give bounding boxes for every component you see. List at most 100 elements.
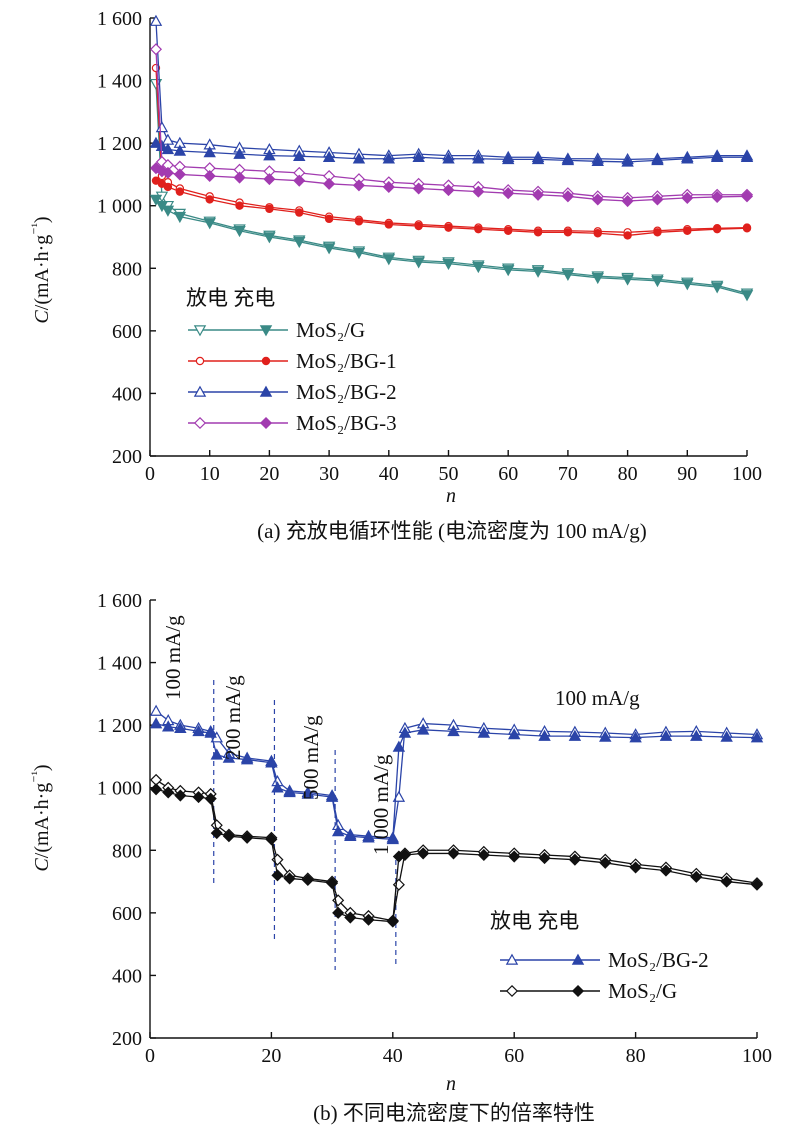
chart-b-x-tick-label: 80 xyxy=(626,1045,646,1067)
chart-a-y-tick-label: 1 600 xyxy=(97,8,142,30)
chart-b-data-point xyxy=(392,790,406,802)
chart-a-data-point xyxy=(263,173,276,186)
chart-a-y-tick-label: 1 000 xyxy=(97,196,142,218)
chart-b-data-point xyxy=(568,729,582,741)
chart-b-data-point xyxy=(332,906,345,919)
chart-a-data-point xyxy=(532,188,545,201)
chart-b-legend-header: 放电 充电 xyxy=(490,909,579,933)
chart-a-data-point xyxy=(742,224,752,233)
chart-a-data-point xyxy=(233,225,246,238)
chart-b-axes: 200 400 600 800 1 000 1 200 1 400 1 600 0 20 40 60 8… xyxy=(97,590,772,1067)
chart-a-data-point xyxy=(155,121,169,133)
chart-a-x-tick-label: 40 xyxy=(379,463,399,485)
chart-a-data-point xyxy=(472,185,485,198)
chart-b-rate-label: 1 000 mA/g xyxy=(369,754,393,855)
chart-a-data-point xyxy=(593,229,602,238)
chart-b-data-point xyxy=(629,861,642,874)
chart-a-x-tick-label: 20 xyxy=(259,463,279,485)
chart-b-data-point xyxy=(271,781,284,793)
chart-b-data-point xyxy=(720,730,733,742)
chart-a-data-point xyxy=(442,152,455,164)
chart-b-data-point xyxy=(398,726,412,738)
chart-a-data-point xyxy=(683,226,692,235)
chart-a-data-point xyxy=(295,208,304,217)
chart-a-data-point xyxy=(591,193,604,206)
chart-a-data-point xyxy=(203,146,216,158)
chart-b-data-point xyxy=(240,753,254,765)
chart-b-rate-labels: 100 mA/g 200 mA/g 500 mA/g 1 000 mA/g 100 mA… xyxy=(161,615,640,855)
chart-b-data-point xyxy=(344,829,357,841)
chart-b-data-point xyxy=(659,729,673,741)
chart-a-data-point xyxy=(533,228,543,237)
chart-b-x-tick-label: 100 xyxy=(742,1045,772,1067)
chart-b-data-point xyxy=(507,728,521,740)
chart-b-data-point xyxy=(477,726,491,738)
chart-a-x-tick-label: 90 xyxy=(677,463,697,485)
chart-b-data-point xyxy=(265,833,278,846)
chart-a-data-point xyxy=(561,153,575,166)
chart-b-data-point xyxy=(271,869,284,882)
chart-b-rate-label: 500 mA/g xyxy=(299,715,323,800)
chart-a-data-point xyxy=(472,152,485,164)
chart-a-data-point xyxy=(175,187,185,196)
chart-a-legend-label: MoS₂/G xyxy=(296,318,365,342)
chart-a-series-line xyxy=(155,21,747,161)
chart-b-legend: MoS₂/BG-2 MoS₂/G xyxy=(500,948,709,1003)
chart-a-x-tick-label: 100 xyxy=(732,463,762,485)
chart-b-y-tick-label: 1 600 xyxy=(97,590,142,612)
chart-a-data-point xyxy=(740,290,754,302)
chart-a-data-point xyxy=(161,166,174,179)
chart-a-data-point xyxy=(161,205,175,217)
chart-b-y-tick-label: 1 400 xyxy=(97,653,142,675)
chart-b-data-point xyxy=(265,756,278,768)
chart-b-data-point xyxy=(690,729,703,741)
chart-b-data-point xyxy=(477,848,490,862)
chart-a-data-point xyxy=(149,136,163,148)
chart-b-data-point xyxy=(538,729,551,741)
chart-b-data-point xyxy=(362,831,375,843)
chart-a-data-point xyxy=(414,221,423,231)
chart-a-data-point xyxy=(501,152,515,165)
chart-a-data-point xyxy=(149,43,163,56)
chart-a-data-point xyxy=(740,150,754,162)
chart-a-data-point xyxy=(472,261,485,274)
chart-b-data-point xyxy=(174,721,187,734)
chart-a-data-point xyxy=(352,179,365,192)
chart-b-y-tick-label: 800 xyxy=(112,840,142,862)
chart-a-data-point xyxy=(711,190,724,204)
chart-a-series-line xyxy=(155,49,747,199)
chart-a-data-point xyxy=(710,150,724,162)
chart-a-data-point xyxy=(382,152,396,164)
chart-b-y-tick-label: 600 xyxy=(112,903,142,925)
chart-b-data-point xyxy=(416,723,430,735)
chart-b-data-point xyxy=(149,717,163,729)
chart-a-data-point xyxy=(203,169,216,183)
chart-a-legend-label: MoS₂/BG-2 xyxy=(296,380,397,404)
chart-b-data-point xyxy=(204,726,217,738)
chart-a-data-point xyxy=(352,152,366,164)
chart-a-data-point xyxy=(263,149,276,161)
chart-b-data-point xyxy=(386,832,400,845)
chart-a-data-point xyxy=(384,220,393,229)
chart-a-data-point xyxy=(161,142,175,155)
chart-b-data-point xyxy=(447,724,460,737)
chart-b-data-point xyxy=(392,878,405,891)
chart-a-x-tick-label: 50 xyxy=(439,463,459,485)
chart-a-x-tick-label: 0 xyxy=(145,463,155,485)
chart-b-x-tick-label: 0 xyxy=(145,1045,155,1067)
chart-b-data-point xyxy=(659,864,672,877)
chart-a-data-point xyxy=(293,174,306,187)
chart-a-x-tick-label: 60 xyxy=(498,463,518,485)
chart-a-legend-marker-charge xyxy=(261,356,271,366)
chart-a-x-tick-label: 30 xyxy=(319,463,339,485)
chart-a-y-tick-label: 200 xyxy=(112,446,142,468)
chart-b-y-tick-label: 1 000 xyxy=(97,778,142,800)
chart-a-data-point xyxy=(442,258,455,271)
chart-b-data-point xyxy=(149,704,163,716)
chart-a-data-point xyxy=(651,153,664,166)
chart-b-data-point xyxy=(161,720,175,732)
chart-a-data-point xyxy=(203,218,216,230)
chart-b-caption: (b) 不同电流密度下的倍率特性 xyxy=(313,1101,595,1125)
chart-b-rate-label: 100 mA/g xyxy=(555,686,640,710)
chart-a-data-point xyxy=(354,217,364,226)
